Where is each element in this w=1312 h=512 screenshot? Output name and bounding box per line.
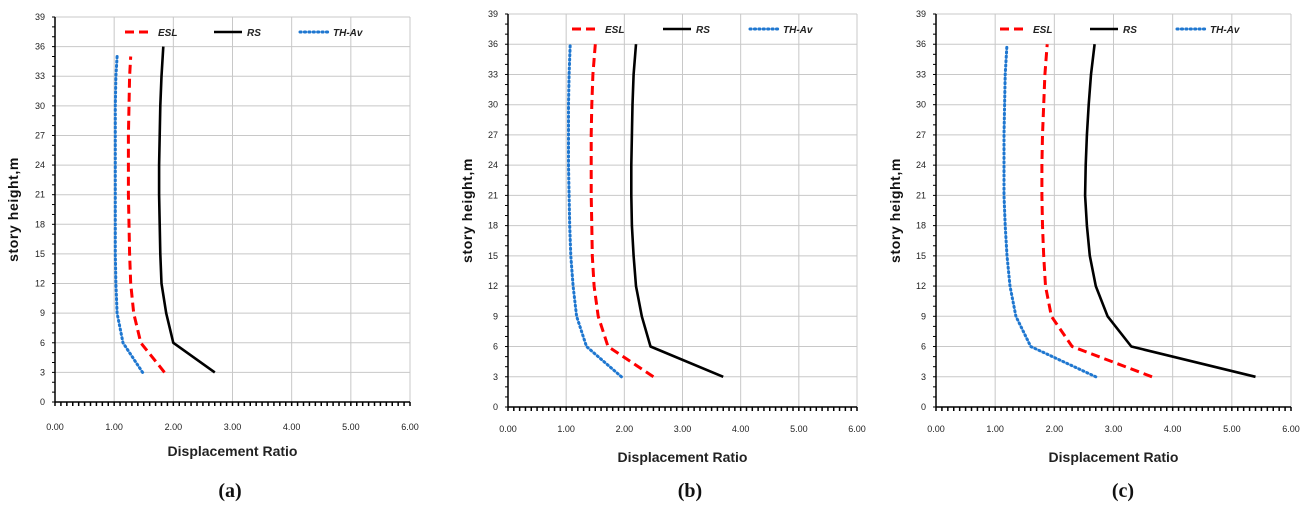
legend-label: RS [696,25,710,36]
y-tick-label: 33 [916,69,926,79]
y-tick-label: 27 [35,130,45,140]
x-tick-label: 4.00 [732,424,750,434]
y-tick-label: 27 [488,130,498,140]
x-tick-label: 6.00 [848,424,866,434]
legend-label: TH-Av [1210,25,1241,36]
x-tick-label: 1.00 [986,424,1004,434]
y-tick-label: 0 [40,397,45,407]
y-tick-label: 0 [921,402,926,412]
y-tick-label: 9 [493,311,498,321]
y-tick-label: 18 [35,219,45,229]
y-tick-label: 6 [493,342,498,352]
x-tick-label: 1.00 [105,422,123,432]
y-tick-label: 39 [488,9,498,19]
y-tick-label: 36 [488,39,498,49]
x-tick-label: 5.00 [790,424,808,434]
y-tick-label: 24 [35,160,45,170]
x-tick-label: 5.00 [1223,424,1241,434]
y-tick-label: 3 [40,367,45,377]
series-line-th-av [113,55,145,374]
y-tick-label: 39 [35,12,45,22]
legend-label: RS [1123,25,1137,36]
legend-label: ESL [1033,25,1052,36]
x-tick-label: 3.00 [674,424,692,434]
series-line-esl [126,56,166,374]
y-tick-label: 15 [35,249,45,259]
x-tick-label: 4.00 [283,422,301,432]
y-tick-label: 21 [488,190,498,200]
y-tick-label: 24 [488,160,498,170]
y-tick-label: 12 [916,281,926,291]
x-tick-label: 1.00 [557,424,575,434]
y-tick-label: 36 [35,42,45,52]
y-tick-label: 0 [493,402,498,412]
y-tick-label: 24 [916,160,926,170]
legend-label: ESL [605,25,624,36]
y-tick-label: 12 [488,281,498,291]
y-axis-title: story height,m [5,157,21,262]
x-axis-title: Displacement Ratio [1049,449,1179,465]
y-tick-label: 33 [488,69,498,79]
x-tick-label: 6.00 [1282,424,1300,434]
legend-label: TH-Av [333,28,364,39]
series-line-th-av [567,42,623,379]
legend-label: ESL [158,28,177,39]
y-tick-label: 3 [921,372,926,382]
y-tick-label: 6 [40,338,45,348]
y-axis-title: story height,m [887,158,903,263]
y-tick-label: 21 [35,190,45,200]
x-tick-label: 0.00 [927,424,945,434]
x-axis-title: Displacement Ratio [618,449,748,465]
y-tick-label: 3 [493,372,498,382]
x-axis-title: Displacement Ratio [168,443,298,459]
x-tick-label: 0.00 [46,422,64,432]
panel-label: (c) [1112,480,1134,502]
y-tick-label: 30 [916,100,926,110]
y-tick-label: 21 [916,190,926,200]
x-tick-label: 2.00 [616,424,634,434]
y-tick-label: 9 [921,311,926,321]
series-line-esl [1040,44,1153,379]
x-tick-label: 2.00 [1046,424,1064,434]
panel-label: (a) [218,480,241,502]
y-tick-label: 15 [488,251,498,261]
x-tick-label: 5.00 [342,422,360,432]
x-tick-label: 2.00 [165,422,183,432]
legend-label: RS [247,28,261,39]
y-tick-label: 18 [916,221,926,231]
y-tick-label: 39 [916,9,926,19]
y-tick-label: 33 [35,71,45,81]
x-tick-label: 0.00 [499,424,517,434]
x-tick-label: 3.00 [224,422,242,432]
y-tick-label: 12 [35,279,45,289]
x-tick-label: 3.00 [1105,424,1123,434]
y-axis-title: story height,m [459,158,475,263]
y-tick-label: 6 [921,342,926,352]
y-tick-label: 27 [916,130,926,140]
panel-label: (b) [678,480,702,502]
x-tick-label: 6.00 [401,422,419,432]
series-line-rs [1083,44,1256,379]
y-tick-label: 30 [35,101,45,111]
legend-label: TH-Av [783,25,814,36]
x-tick-label: 4.00 [1164,424,1182,434]
y-tick-label: 18 [488,221,498,231]
series-line-rs [157,46,216,374]
y-tick-label: 9 [40,308,45,318]
y-tick-label: 30 [488,100,498,110]
y-tick-label: 36 [916,39,926,49]
series-line-rs [629,44,724,378]
y-tick-label: 15 [916,251,926,261]
series-line-th-av [1002,42,1098,379]
